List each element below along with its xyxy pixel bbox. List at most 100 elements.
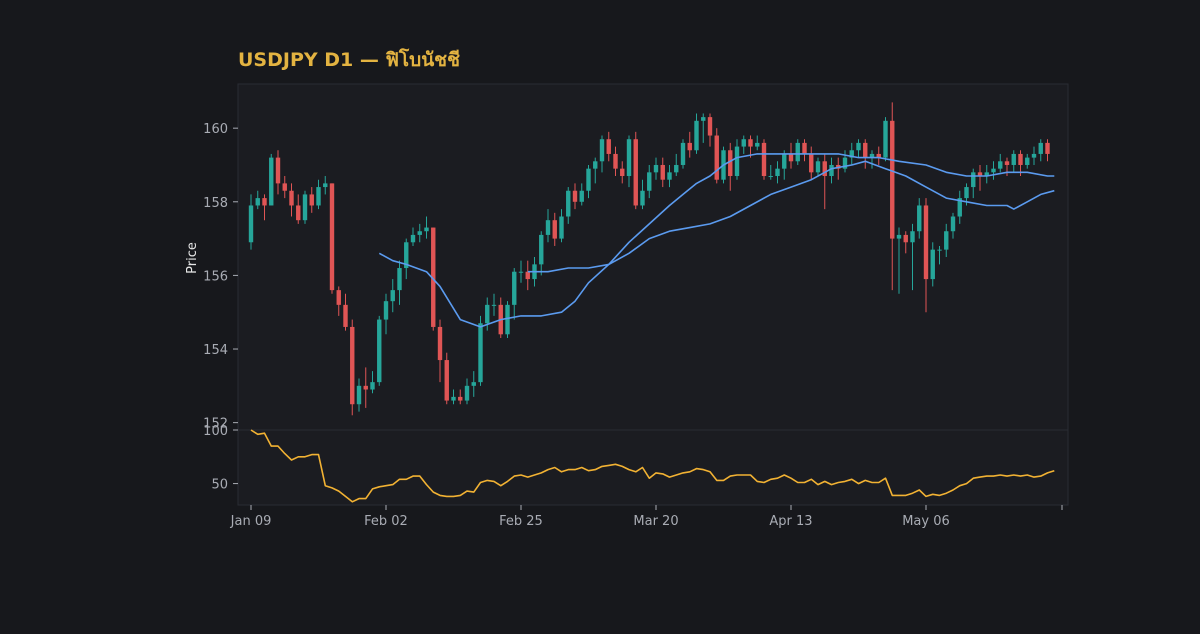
candle-body: [410, 234, 416, 243]
candle-body: [451, 396, 456, 401]
candle-body: [640, 190, 645, 206]
sub-y-tick-label: 100: [203, 424, 228, 439]
candle-body: [350, 326, 355, 405]
candle-body: [444, 360, 449, 401]
candle-body: [248, 205, 254, 243]
candle-body: [397, 268, 402, 291]
candle-body: [1025, 157, 1030, 165]
candle-body: [633, 139, 638, 206]
candle-body: [694, 120, 699, 151]
candle-body: [599, 139, 605, 162]
candle-body: [964, 187, 969, 199]
candle-body: [755, 142, 760, 147]
candle-body: [842, 157, 848, 169]
candle-body: [606, 139, 611, 154]
candle-body: [667, 172, 672, 180]
y-tick-label: 158: [203, 196, 228, 211]
candle-body: [255, 198, 260, 206]
chart-title: USDJPY D1 — ฟิโบนัชชี: [238, 48, 460, 71]
oscillator-panel: [237, 429, 1069, 506]
candle-body: [822, 161, 827, 177]
candle-body: [336, 290, 341, 305]
candle-body: [957, 198, 962, 217]
candle-body: [525, 271, 530, 280]
candle-body: [586, 168, 591, 191]
candle-body: [464, 385, 470, 401]
x-tick-label: May 06: [902, 514, 950, 529]
candle-body: [930, 249, 935, 280]
candle-body: [761, 142, 767, 177]
y-tick-label: 152: [203, 417, 228, 432]
candle-body: [1038, 142, 1043, 154]
candle-body: [579, 190, 584, 202]
candle-body: [404, 242, 409, 269]
price-panel: [237, 83, 1069, 431]
candle-body: [478, 323, 483, 383]
ma-fast-line: [378, 153, 1055, 328]
candle-body: [944, 231, 949, 250]
indicator-lines: [250, 153, 1055, 503]
candle-body: [1004, 161, 1010, 165]
candle-body: [620, 168, 625, 177]
candle-body: [775, 168, 780, 177]
x-tick-label: Apr 13: [769, 514, 812, 529]
candle-body: [316, 187, 321, 206]
x-tick-label: Feb 25: [499, 514, 543, 529]
candle-body: [485, 304, 490, 324]
candle-body: [471, 382, 476, 386]
candle-body: [910, 231, 915, 243]
candle-body: [539, 234, 544, 265]
candle-body: [1011, 153, 1016, 165]
candle-body: [1031, 153, 1037, 158]
candle-body: [512, 271, 517, 305]
candle-body: [1018, 153, 1023, 165]
candle-body: [782, 153, 787, 169]
candle-body: [377, 319, 382, 383]
candle-body: [701, 117, 706, 121]
candle-body: [323, 183, 328, 188]
candle-body: [728, 150, 733, 177]
candle-body: [714, 135, 719, 180]
candle-body: [572, 190, 578, 202]
candle-body: [552, 220, 557, 239]
candle-body: [613, 153, 618, 169]
x-tick-label: Jan 09: [230, 514, 272, 529]
candle-body: [491, 304, 497, 306]
candle-body: [424, 227, 429, 232]
candle-body: [593, 161, 598, 169]
candle-body: [559, 216, 564, 239]
candle-body: [674, 164, 679, 173]
candle-body: [1045, 142, 1050, 154]
candle-body: [383, 301, 389, 320]
candle-body: [329, 183, 335, 291]
candle-body: [647, 172, 652, 191]
axis-ticks: 152 154 156 158 160 50 100 Jan 09 Feb 02 Feb 25 Ma…: [203, 122, 1063, 529]
y-tick-label: 160: [203, 122, 228, 137]
candle-body: [856, 142, 861, 151]
candle-body: [903, 234, 908, 243]
candle-body: [626, 139, 632, 177]
candle-body: [390, 290, 395, 302]
candle-body: [896, 234, 902, 239]
candle-body: [971, 172, 976, 188]
candle-body: [458, 396, 463, 401]
candle-body: [370, 382, 375, 390]
candle-body: [566, 190, 571, 217]
candle-body: [363, 385, 368, 390]
candle-body: [296, 205, 301, 221]
candle-body: [883, 120, 888, 158]
candle-body: [275, 157, 281, 184]
candle-body: [269, 157, 274, 206]
candle-body: [923, 205, 929, 280]
oscillator-line: [250, 429, 1055, 503]
candle-body: [815, 161, 821, 173]
candle-body: [309, 194, 314, 206]
candle-body: [343, 304, 348, 327]
candle-body: [991, 168, 996, 173]
candle-body: [984, 172, 989, 177]
candle-body: [998, 161, 1003, 169]
candle-body: [768, 176, 773, 178]
candle-body: [917, 205, 922, 232]
candle-body: [660, 164, 665, 180]
candle-body: [788, 153, 794, 162]
